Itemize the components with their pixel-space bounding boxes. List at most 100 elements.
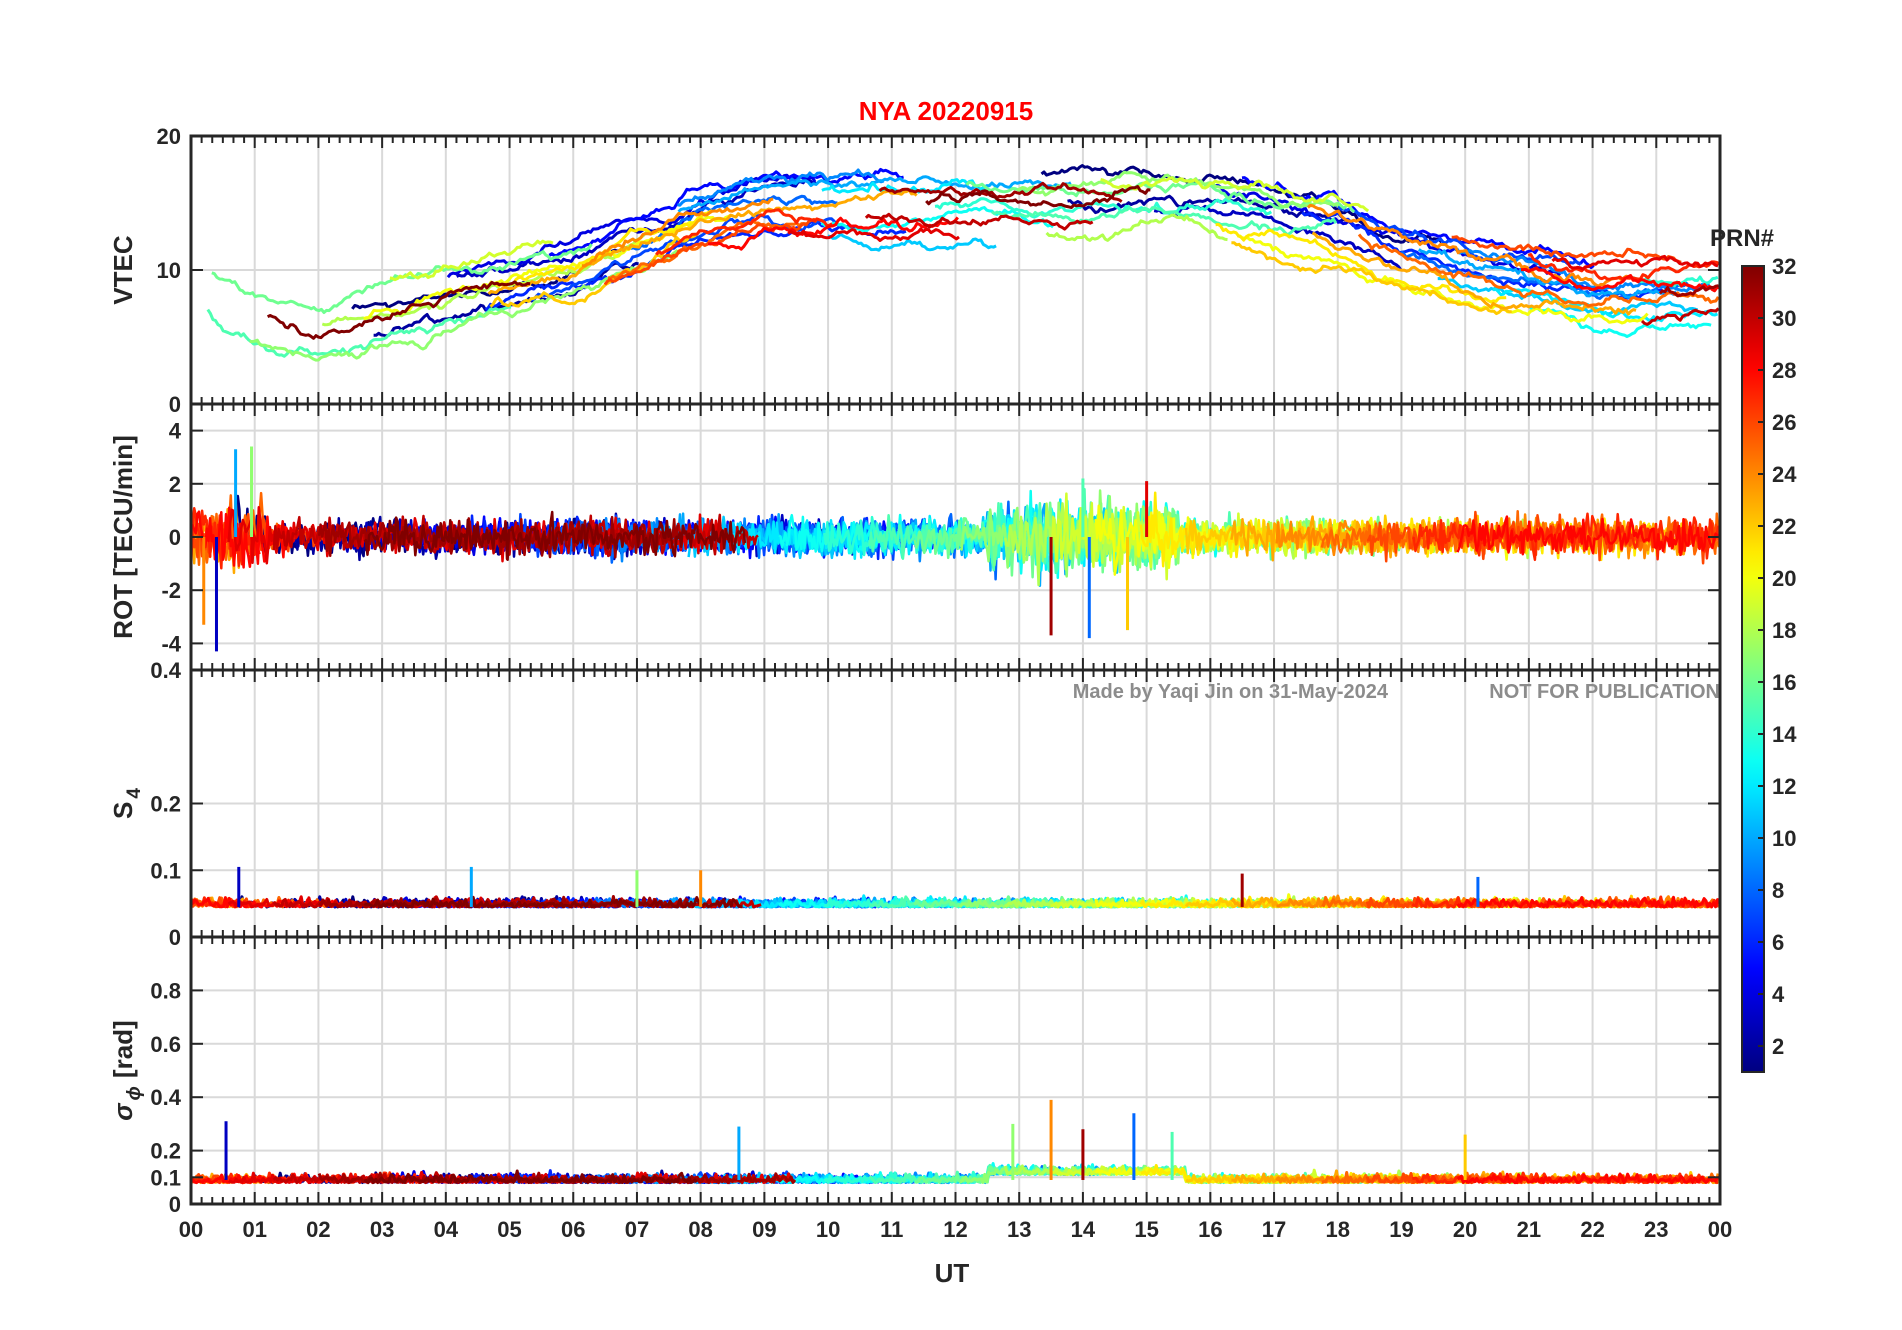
series-prn-26 <box>1451 235 1682 264</box>
series-prn-31 <box>1658 284 1719 298</box>
y-tick-label: 0 <box>169 525 181 550</box>
x-tick-label: 11 <box>880 1217 903 1242</box>
colorbar-title: PRN# <box>1710 225 1774 252</box>
x-tick-label: 07 <box>625 1217 649 1242</box>
axes-rot: -4 -2 0 2 4 <box>161 402 1722 672</box>
series-prn-7 <box>1330 202 1582 266</box>
series-group-vtec <box>206 164 1721 362</box>
colorbar-tick-label: 26 <box>1772 410 1796 435</box>
x-tick-label: 00 <box>179 1217 203 1242</box>
panel-sigma_phi: 00.10.2 0.4 0.6 0.8 σϕ [rad] <box>108 935 1722 1217</box>
x-tick-label: 02 <box>306 1217 330 1242</box>
x-tick-label: 19 <box>1389 1217 1413 1242</box>
y-tick-label: 4 <box>169 419 182 444</box>
y-tick-label: 0 <box>169 925 181 950</box>
series-prn-14 <box>1630 275 1719 288</box>
series-prn-28 <box>1456 1172 1720 1185</box>
series-prn-13 <box>820 206 1055 233</box>
y-tick-label: 0 <box>169 392 181 417</box>
y-tick-label: 0.2 <box>150 1139 181 1164</box>
watermark-notice: NOT FOR PUBLICATION <box>1489 681 1720 703</box>
y-tick-label: -4 <box>161 631 181 656</box>
series-prn-9 <box>677 168 885 207</box>
series-prn-19 <box>389 239 554 282</box>
series-prn-28 <box>1456 895 1721 909</box>
series-prn-22 <box>1231 241 1512 316</box>
series-prn-31 <box>878 181 1123 203</box>
x-tick-label: 13 <box>1007 1217 1031 1242</box>
axes-sigma_phi: 00.10.2 0.4 0.6 0.8 <box>150 935 1722 1217</box>
x-tick-label: 17 <box>1262 1217 1286 1242</box>
panel-rot: -4 -2 0 2 4 ROT [TECU/min] <box>108 402 1722 672</box>
colorbar-tick-label: 32 <box>1772 254 1796 279</box>
series-prn-17 <box>249 249 679 362</box>
series-prn-10 <box>677 175 1072 213</box>
series-prn-29 <box>1551 254 1719 271</box>
colorbar-tick-label: 22 <box>1772 514 1796 539</box>
colorbar-tick-label: 6 <box>1772 930 1784 955</box>
series-prn-17 <box>959 489 1344 578</box>
x-tick-label: 21 <box>1517 1217 1541 1242</box>
series-prn-21 <box>1215 222 1507 304</box>
colorbar-tick-label: 12 <box>1772 774 1796 799</box>
colorbar-tick-label: 2 <box>1772 1034 1784 1059</box>
colorbar-tick-label: 30 <box>1772 306 1796 331</box>
series-prn-1 <box>1040 164 1443 244</box>
y-tick-label: 2 <box>169 472 181 497</box>
series-prn-28 <box>707 216 959 251</box>
series-prn-20 <box>1237 234 1649 325</box>
series-prn-32 <box>925 185 1151 209</box>
series-prn-23 <box>1311 231 1637 316</box>
y-tick-label: 10 <box>157 258 181 283</box>
y-label-main: S <box>108 802 138 819</box>
x-tick-label: 12 <box>943 1217 967 1242</box>
y-label-sub: 4 <box>124 788 145 799</box>
y-tick-label: 0 <box>169 1192 181 1217</box>
colorbar-gradient <box>1741 265 1765 1073</box>
x-tick-label: 09 <box>752 1217 776 1242</box>
y-tick-label: 0.2 <box>150 792 181 817</box>
watermark-author: Made by Yaqi Jin on 31-May-2024 <box>1073 681 1389 703</box>
x-tick-labels: 00 01 02 03 04 05 06 07 08 09 10 11 12 13 14 15 16 17 18 19… <box>179 1217 1732 1242</box>
series-prn-27 <box>655 208 833 256</box>
gridlines-s4 <box>191 670 1720 937</box>
x-tick-label: 01 <box>242 1217 266 1242</box>
series-prn-14 <box>934 197 1273 219</box>
y-tick-label: 0.6 <box>150 1032 181 1057</box>
x-tick-label: 23 <box>1644 1217 1668 1242</box>
series-prn-30 <box>864 212 1094 231</box>
colorbar-tick-label: 28 <box>1772 358 1796 383</box>
y-tick-label: 20 <box>157 124 181 149</box>
panel-vtec: 0 10 20 VTEC <box>108 124 1722 417</box>
series-prn-32 <box>363 510 747 562</box>
series-prn-15 <box>991 206 1338 237</box>
series-prn-20 <box>363 213 734 321</box>
series-prn-2 <box>1067 194 1346 223</box>
series-group-s4 <box>189 866 1721 909</box>
x-tick-label: 04 <box>434 1217 459 1242</box>
y-tick-label: 0.4 <box>150 1085 181 1110</box>
y-label-unit: [rad] <box>108 1020 138 1078</box>
x-tick-label: 08 <box>688 1217 712 1242</box>
series-prn-18 <box>1045 213 1228 242</box>
colorbar-tick-label: 10 <box>1772 826 1796 851</box>
y-tick-label: 0.4 <box>150 658 181 683</box>
series-prn-32 <box>363 1169 698 1185</box>
y-axis-label-vtec: VTEC <box>108 235 138 305</box>
x-tick-label: 16 <box>1198 1217 1222 1242</box>
x-tick-label: 06 <box>561 1217 585 1242</box>
y-tick-label: 0.8 <box>150 978 181 1003</box>
series-prn-28 <box>1521 266 1721 293</box>
y-tick-label: -2 <box>161 578 181 603</box>
x-tick-label: 10 <box>816 1217 840 1242</box>
x-tick-label: 20 <box>1453 1217 1477 1242</box>
series-prn-19 <box>1100 176 1370 213</box>
panel-s4: 00.10.20.4S4 <box>108 658 1722 950</box>
x-tick-label: 15 <box>1134 1217 1158 1242</box>
y-label-main: σ <box>108 1102 138 1121</box>
colorbar-tick-label: 18 <box>1772 618 1796 643</box>
y-axis-label-rot: ROT [TECU/min] <box>108 435 138 639</box>
y-tick-label: 0.1 <box>150 1165 181 1190</box>
